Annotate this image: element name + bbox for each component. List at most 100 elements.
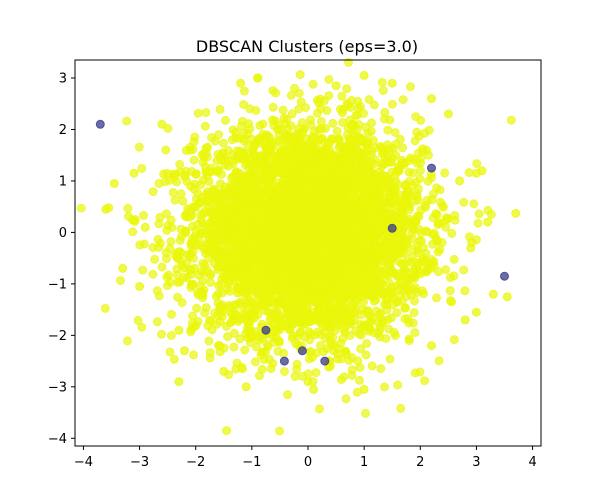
- cluster-point: [224, 301, 234, 310]
- cluster-point: [328, 160, 338, 170]
- cluster-point: [363, 137, 373, 147]
- cluster-point: [154, 179, 164, 188]
- cluster-point: [231, 127, 241, 137]
- cluster-point: [311, 368, 321, 378]
- cluster-point: [391, 139, 401, 149]
- cluster-point: [365, 324, 375, 334]
- cluster-point: [205, 348, 215, 358]
- cluster-point: [362, 201, 372, 211]
- cluster-point: [286, 121, 296, 131]
- cluster-point: [390, 331, 400, 341]
- cluster-point: [383, 238, 393, 248]
- cluster-point: [253, 158, 263, 168]
- cluster-point: [362, 188, 372, 197]
- cluster-point: [382, 295, 391, 305]
- cluster-point: [369, 100, 379, 110]
- cluster-point: [220, 272, 230, 282]
- cluster-point: [202, 265, 212, 275]
- cluster-point: [182, 258, 192, 268]
- cluster-point: [397, 238, 407, 247]
- cluster-point: [231, 231, 241, 241]
- cluster-point: [157, 329, 166, 339]
- cluster-point: [304, 162, 314, 172]
- cluster-point: [398, 224, 408, 234]
- cluster-point: [322, 344, 332, 354]
- cluster-point: [414, 267, 424, 277]
- cluster-point: [434, 356, 444, 366]
- cluster-point: [221, 115, 230, 125]
- cluster-point: [292, 250, 302, 260]
- cluster-point: [210, 308, 220, 318]
- cluster-point: [347, 371, 357, 380]
- cluster-point: [398, 143, 408, 153]
- cluster-point: [176, 189, 186, 199]
- cluster-point: [297, 118, 307, 128]
- cluster-point: [359, 109, 369, 118]
- cluster-point: [168, 188, 178, 197]
- cluster-point: [432, 183, 441, 193]
- cluster-point: [227, 199, 237, 209]
- cluster-point: [290, 185, 300, 195]
- cluster-point: [473, 218, 483, 228]
- cluster-point: [416, 166, 425, 175]
- cluster-point: [232, 358, 242, 368]
- cluster-point: [385, 180, 395, 190]
- cluster-point: [76, 203, 86, 213]
- cluster-point: [270, 236, 280, 246]
- cluster-point: [370, 170, 380, 180]
- cluster-point: [333, 349, 343, 359]
- cluster-point: [298, 298, 308, 308]
- cluster-point: [278, 105, 288, 115]
- cluster-point: [354, 152, 364, 162]
- cluster-point: [281, 130, 291, 140]
- cluster-point: [162, 254, 171, 264]
- cluster-point: [362, 161, 372, 171]
- cluster-point: [262, 187, 272, 197]
- cluster-point: [383, 125, 393, 135]
- cluster-point: [285, 164, 294, 174]
- cluster-point: [152, 317, 162, 327]
- cluster-point: [310, 311, 320, 320]
- cluster-point: [434, 218, 443, 228]
- cluster-point: [240, 345, 250, 355]
- cluster-point: [188, 246, 198, 256]
- cluster-point: [285, 199, 295, 209]
- cluster-point: [345, 268, 355, 278]
- cluster-point: [391, 242, 401, 252]
- cluster-point: [387, 199, 397, 209]
- cluster-point: [404, 176, 414, 186]
- cluster-point: [283, 390, 293, 400]
- cluster-point: [315, 182, 325, 192]
- cluster-point: [292, 150, 302, 160]
- cluster-point: [215, 104, 225, 114]
- cluster-point: [180, 172, 190, 182]
- cluster-point: [297, 279, 307, 289]
- cluster-point: [229, 342, 239, 352]
- cluster-point: [265, 175, 275, 185]
- cluster-point: [163, 123, 173, 133]
- cluster-point: [375, 322, 385, 332]
- cluster-point: [390, 128, 400, 138]
- cluster-point: [191, 202, 201, 212]
- cluster-point: [223, 332, 233, 342]
- cluster-point: [208, 233, 218, 243]
- cluster-point: [328, 118, 338, 128]
- cluster-point: [178, 196, 188, 206]
- cluster-point: [201, 108, 211, 118]
- cluster-point: [301, 182, 311, 192]
- cluster-point: [236, 283, 246, 292]
- cluster-point: [166, 331, 176, 340]
- cluster-point: [404, 334, 414, 344]
- cluster-point: [292, 359, 302, 369]
- cluster-point: [464, 168, 474, 178]
- cluster-point: [297, 266, 307, 275]
- cluster-point: [440, 168, 450, 178]
- cluster-point: [397, 296, 407, 306]
- cluster-point: [392, 281, 402, 290]
- cluster-point: [256, 212, 266, 222]
- cluster-point: [170, 195, 180, 205]
- cluster-point: [238, 259, 248, 269]
- cluster-point: [253, 184, 263, 194]
- cluster-point: [399, 158, 409, 168]
- cluster-point: [351, 137, 361, 147]
